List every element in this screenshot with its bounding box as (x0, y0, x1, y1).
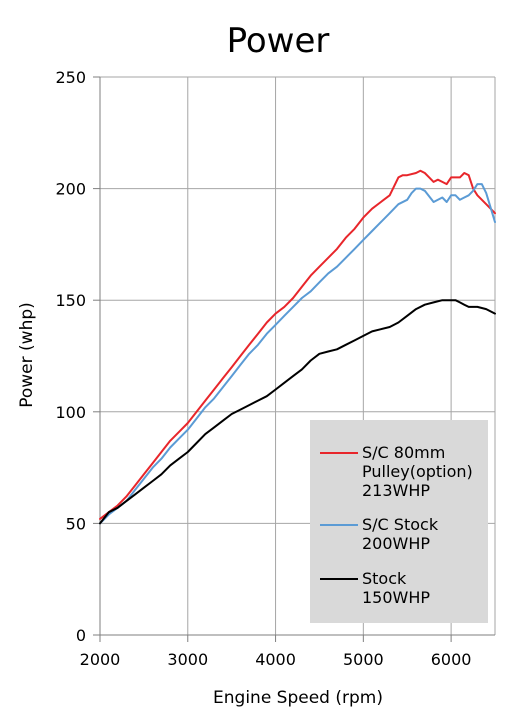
x-axis-label: Engine Speed (rpm) (213, 688, 383, 708)
legend-label-0-1: Pulley(option) (362, 462, 473, 481)
x-tick-label-1: 3000 (167, 650, 208, 669)
x-tick-label-0: 2000 (80, 650, 121, 669)
legend-label-2-0: Stock (362, 569, 407, 588)
series-line-0 (99, 169, 496, 520)
x-tick-label-2: 4000 (255, 650, 296, 669)
y-tick-label-4: 200 (55, 180, 86, 199)
y-tick-label-3: 150 (55, 291, 86, 310)
axes: 0 50 100 150 200 250 2000 3000 4000 5000 6000 (55, 68, 495, 669)
x-tick-label-4: 6000 (431, 650, 472, 669)
y-tick-label-0: 0 (76, 626, 86, 645)
x-tick-label-3: 5000 (343, 650, 384, 669)
y-axis-label: Power (whp) (17, 302, 37, 408)
legend-label-1-0: S/C Stock (362, 515, 439, 534)
series-line-2 (99, 299, 496, 525)
y-tick-label-2: 100 (55, 403, 86, 422)
legend-label-1-1: 200WHP (362, 534, 430, 553)
legend-label-0-2: 213WHP (362, 481, 430, 500)
y-tick-label-1: 50 (66, 514, 86, 533)
legend-label-0-0: S/C 80mm (362, 443, 445, 462)
series-line-1 (99, 183, 496, 525)
series-lines (99, 169, 496, 525)
legend-label-2-1: 150WHP (362, 588, 430, 607)
grid-lines (99, 76, 496, 635)
chart-title: Power (227, 21, 330, 61)
y-tick-label-5: 250 (55, 68, 86, 87)
